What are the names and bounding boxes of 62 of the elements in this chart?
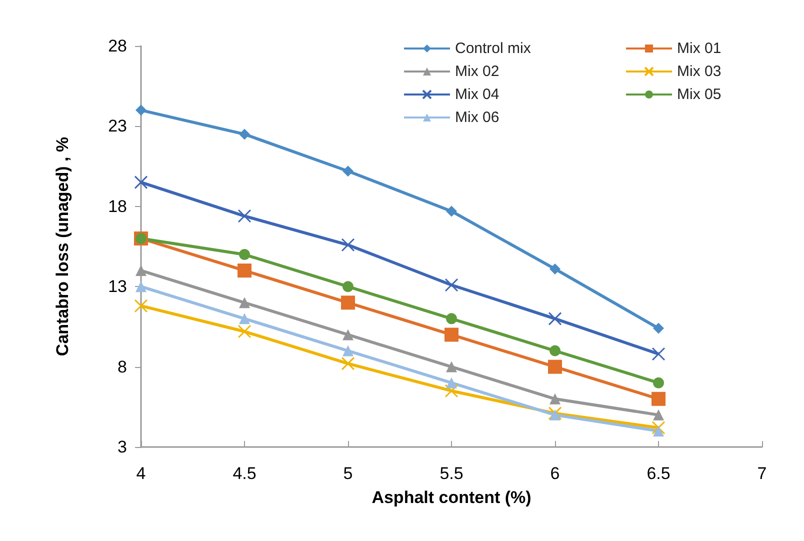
point <box>238 209 252 223</box>
point <box>653 425 664 436</box>
point <box>136 104 146 116</box>
point <box>444 328 458 342</box>
x-tick-label: 5.5 <box>440 464 464 483</box>
point <box>550 409 560 420</box>
x-axis-title: Asphalt content (%) <box>372 488 532 507</box>
legend-label: Mix 06 <box>455 109 500 126</box>
point <box>342 329 354 340</box>
point <box>134 176 148 190</box>
point <box>548 312 562 326</box>
point <box>652 421 666 434</box>
y-tick-label: 8 <box>118 357 127 376</box>
point <box>342 166 354 177</box>
point <box>342 281 354 292</box>
point <box>238 324 252 338</box>
point <box>134 299 148 313</box>
legend-label: Mix 05 <box>677 86 722 103</box>
legend-label: Mix 03 <box>677 63 722 80</box>
point <box>136 265 146 276</box>
point <box>444 384 458 398</box>
point <box>239 128 250 140</box>
point <box>550 345 560 356</box>
point <box>341 238 355 252</box>
legend-label: Control mix <box>455 40 532 57</box>
point <box>653 322 664 334</box>
point <box>653 409 664 420</box>
point <box>446 377 457 388</box>
x-tick-label: 6.5 <box>646 464 670 483</box>
point <box>550 393 560 404</box>
y-tick-label: 18 <box>108 196 127 216</box>
y-tick-label: 23 <box>108 116 127 136</box>
x-tick-label: 4.5 <box>232 464 256 483</box>
point <box>550 263 560 274</box>
point <box>652 347 666 361</box>
point <box>446 313 457 324</box>
point <box>446 361 457 372</box>
point <box>342 345 354 356</box>
y-tick-label: 13 <box>108 277 127 296</box>
legend-label: Mix 04 <box>455 86 500 103</box>
y-tick-label: 3 <box>118 438 127 456</box>
point <box>446 206 457 217</box>
point <box>239 313 250 324</box>
legend-label: Mix 01 <box>677 40 722 57</box>
x-tick-label: 5 <box>343 464 353 483</box>
point <box>548 360 562 374</box>
x-tick-label: 6 <box>550 464 560 483</box>
point <box>239 249 250 260</box>
y-axis-title: Cantabro loss (unaged) , % <box>53 136 72 356</box>
legend-label: Mix 02 <box>455 63 500 80</box>
point <box>239 297 250 308</box>
point <box>653 377 664 388</box>
point <box>444 278 458 292</box>
point <box>341 356 355 370</box>
point <box>548 406 562 420</box>
point <box>238 264 252 278</box>
x-tick-label: 4 <box>136 464 146 483</box>
point <box>652 392 666 406</box>
point <box>341 296 355 310</box>
point <box>136 281 146 292</box>
x-tick-label: 7 <box>757 464 767 483</box>
y-tick-label: 28 <box>108 36 127 56</box>
